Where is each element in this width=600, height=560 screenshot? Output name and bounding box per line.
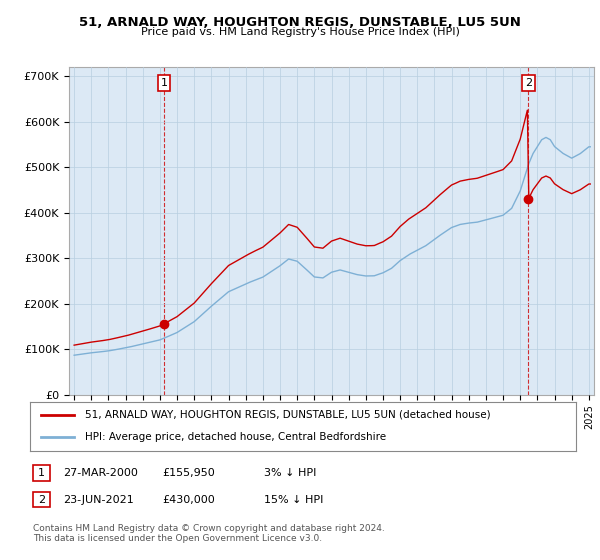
Text: 1: 1 — [38, 468, 45, 478]
Text: HPI: Average price, detached house, Central Bedfordshire: HPI: Average price, detached house, Cent… — [85, 432, 386, 442]
Text: 3% ↓ HPI: 3% ↓ HPI — [264, 468, 316, 478]
Text: 51, ARNALD WAY, HOUGHTON REGIS, DUNSTABLE, LU5 5UN (detached house): 51, ARNALD WAY, HOUGHTON REGIS, DUNSTABL… — [85, 410, 490, 420]
Text: £155,950: £155,950 — [162, 468, 215, 478]
Text: Contains HM Land Registry data © Crown copyright and database right 2024.
This d: Contains HM Land Registry data © Crown c… — [33, 524, 385, 543]
Text: 27-MAR-2000: 27-MAR-2000 — [63, 468, 138, 478]
Text: 23-JUN-2021: 23-JUN-2021 — [63, 494, 134, 505]
Text: 15% ↓ HPI: 15% ↓ HPI — [264, 494, 323, 505]
Text: 1: 1 — [160, 78, 167, 88]
Text: 2: 2 — [38, 494, 45, 505]
Text: 51, ARNALD WAY, HOUGHTON REGIS, DUNSTABLE, LU5 5UN: 51, ARNALD WAY, HOUGHTON REGIS, DUNSTABL… — [79, 16, 521, 29]
Text: Price paid vs. HM Land Registry's House Price Index (HPI): Price paid vs. HM Land Registry's House … — [140, 27, 460, 37]
Text: £430,000: £430,000 — [162, 494, 215, 505]
Text: 2: 2 — [525, 78, 532, 88]
